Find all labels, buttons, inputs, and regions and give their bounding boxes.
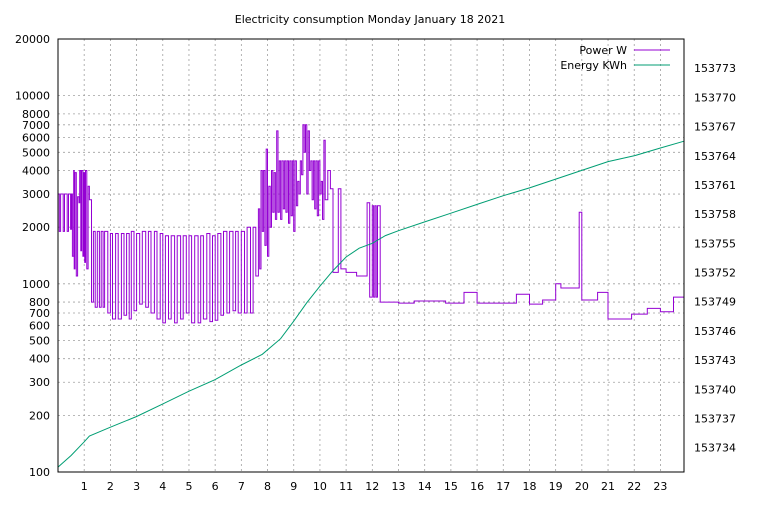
plot-frame bbox=[57, 38, 685, 473]
x-tick-label: 13 bbox=[392, 480, 406, 493]
x-tick-label: 8 bbox=[264, 480, 271, 493]
legend: Power W Energy KWh bbox=[560, 44, 670, 72]
y-left-tick-label: 20000 bbox=[15, 33, 50, 46]
y-right-tick-label: 153743 bbox=[694, 354, 736, 367]
y-left-tick-label: 1000 bbox=[22, 278, 50, 291]
y-left-tick-label: 600 bbox=[29, 320, 50, 333]
y-right-tick-label: 153752 bbox=[694, 267, 736, 280]
y-right-tick-label: 153761 bbox=[694, 179, 736, 192]
x-tick-label: 2 bbox=[107, 480, 114, 493]
x-tick-label: 22 bbox=[627, 480, 641, 493]
chart-title: Electricity consumption Monday January 1… bbox=[235, 13, 505, 26]
y-left-tick-label: 300 bbox=[29, 376, 50, 389]
series-line-power-w bbox=[58, 124, 685, 324]
x-tick-label: 21 bbox=[601, 480, 615, 493]
grid bbox=[58, 38, 684, 473]
x-tick-label: 20 bbox=[575, 480, 589, 493]
y-left-tick-label: 100 bbox=[29, 466, 50, 479]
y-left-tick-label: 400 bbox=[29, 353, 50, 366]
y-right-tick-label: 153740 bbox=[694, 383, 736, 396]
y-left-tick-label: 200 bbox=[29, 409, 50, 422]
y-left-tick-label: 2000 bbox=[22, 221, 50, 234]
y-right-tick-label: 153758 bbox=[694, 208, 736, 221]
y-left-tick-label: 500 bbox=[29, 334, 50, 347]
legend-label: Energy KWh bbox=[560, 59, 627, 72]
y-right-tick-label: 153767 bbox=[694, 121, 736, 134]
y-left-tick-label: 700 bbox=[29, 307, 50, 320]
y-left-tick-label: 800 bbox=[29, 296, 50, 309]
x-tick-label: 6 bbox=[212, 480, 219, 493]
y-left-tick-label: 8000 bbox=[22, 108, 50, 121]
y-left-tick-label: 4000 bbox=[22, 165, 50, 178]
y-left-tick-label: 3000 bbox=[22, 188, 50, 201]
series-layer bbox=[57, 124, 685, 468]
series-line-energy-kwh bbox=[57, 140, 685, 468]
x-tick-label: 18 bbox=[522, 480, 536, 493]
x-tick-label: 23 bbox=[653, 480, 667, 493]
x-tick-label: 17 bbox=[496, 480, 510, 493]
y-right-tick-label: 153749 bbox=[694, 296, 736, 309]
y-right-tick-label: 153770 bbox=[694, 91, 736, 104]
x-tick-label: 7 bbox=[238, 480, 245, 493]
y-right-tick-label: 153734 bbox=[694, 442, 736, 455]
y-right-tick-label: 153773 bbox=[694, 62, 736, 75]
y-left-tick-label: 10000 bbox=[15, 90, 50, 103]
x-tick-label: 5 bbox=[185, 480, 192, 493]
legend-label: Power W bbox=[579, 44, 627, 57]
y-left-tick-label: 7000 bbox=[22, 119, 50, 132]
y-left-tick-label: 6000 bbox=[22, 131, 50, 144]
x-tick-label: 19 bbox=[549, 480, 563, 493]
x-tick-label: 1 bbox=[81, 480, 88, 493]
x-tick-label: 3 bbox=[133, 480, 140, 493]
x-tick-label: 11 bbox=[339, 480, 353, 493]
ticks: 1 2 3 4 5 6 7 8 9 10 11 12 13 14 15 16 17 18 19 20 21 22 23100… bbox=[15, 33, 736, 493]
y-right-tick-label: 153764 bbox=[694, 150, 736, 163]
x-tick-label: 15 bbox=[444, 480, 458, 493]
y-right-tick-label: 153755 bbox=[694, 237, 736, 250]
x-tick-label: 10 bbox=[313, 480, 327, 493]
y-right-tick-label: 153737 bbox=[694, 412, 736, 425]
y-right-tick-label: 153746 bbox=[694, 325, 736, 338]
y-left-tick-label: 5000 bbox=[22, 146, 50, 159]
x-tick-label: 12 bbox=[365, 480, 379, 493]
x-tick-label: 16 bbox=[470, 480, 484, 493]
x-tick-label: 14 bbox=[418, 480, 432, 493]
x-tick-label: 4 bbox=[159, 480, 166, 493]
x-tick-label: 9 bbox=[290, 480, 297, 493]
